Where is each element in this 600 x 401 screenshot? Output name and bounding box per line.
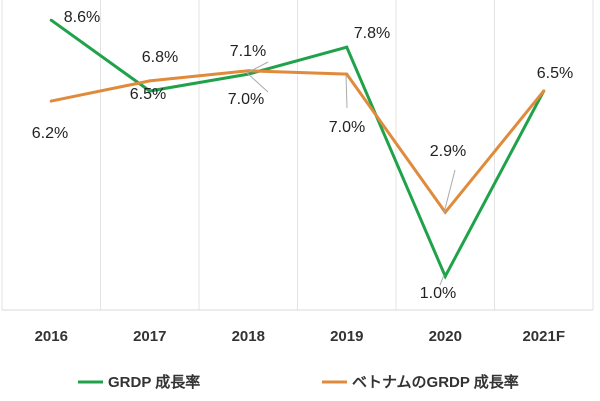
x-tick-label: 2017	[133, 328, 166, 345]
data-point	[49, 18, 53, 22]
data-point	[148, 79, 152, 83]
data-label: 7.8%	[354, 25, 390, 42]
leader-line	[443, 169, 456, 214]
data-label: 6.2%	[32, 125, 68, 142]
series-line-1	[50, 69, 545, 215]
data-point	[542, 89, 546, 93]
x-tick-label: 2021F	[522, 328, 565, 345]
data-label: 6.5%	[537, 65, 573, 82]
x-tick-label: 2020	[429, 328, 462, 345]
data-label: 8.6%	[64, 9, 100, 26]
data-point	[148, 89, 152, 93]
series-line-0	[50, 18, 546, 280]
leader-line	[439, 274, 445, 286]
legend-label: GRDP 成長率	[108, 373, 200, 391]
data-label: 1.0%	[420, 285, 456, 302]
data-label: 6.5%	[130, 86, 166, 103]
data-label: 2.9%	[430, 143, 466, 160]
leader-line	[345, 74, 348, 109]
data-label: 6.8%	[142, 49, 178, 66]
leader-line	[246, 61, 269, 74]
data-point	[345, 72, 349, 76]
data-point	[49, 99, 53, 103]
x-tick-label: 2016	[35, 328, 68, 345]
data-point	[345, 45, 349, 49]
legend-label: ベトナムのGRDP 成長率	[352, 373, 519, 391]
data-point	[443, 274, 447, 278]
data-label: 7.0%	[228, 91, 264, 108]
x-tick-label: 2018	[232, 328, 265, 345]
data-label: 7.0%	[329, 119, 365, 136]
data-label: 7.1%	[230, 43, 266, 60]
leader-line	[246, 72, 269, 93]
x-tick-label: 2019	[330, 328, 363, 345]
